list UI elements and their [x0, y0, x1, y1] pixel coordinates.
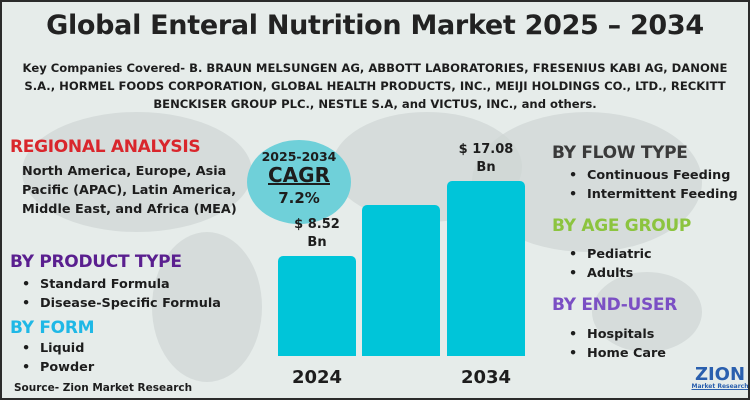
list-item: Continuous Feeding: [567, 166, 738, 185]
product-type-list: Standard Formula Disease-Specific Formul…: [20, 275, 221, 313]
list-item: Hospitals: [567, 325, 666, 344]
list-item: Intermittent Feeding: [567, 185, 738, 204]
data-label: $ 8.52 Bn: [294, 217, 340, 250]
age-group-list: Pediatric Adults: [567, 245, 652, 283]
list-item: Disease-Specific Formula: [20, 294, 221, 313]
zion-logo: ZION Market Research: [690, 364, 749, 391]
cagr-value: 7.2%: [278, 189, 320, 207]
list-item: Home Care: [567, 344, 666, 363]
bar-mid: [362, 205, 440, 356]
regional-text: North America, Europe, Asia Pacific (APA…: [22, 164, 237, 217]
logo-main: ZION: [694, 364, 746, 385]
year-label: 2024: [291, 367, 343, 388]
list-item: Pediatric: [567, 245, 652, 264]
key-companies: Key Companies Covered- B. BRAUN MELSUNGE…: [22, 61, 728, 111]
flow-type-heading: BY FLOW TYPE: [552, 143, 688, 163]
flow-type-list: Continuous Feeding Intermittent Feeding: [567, 166, 738, 204]
page-title: Global Enteral Nutrition Market 2025 – 2…: [46, 10, 704, 41]
list-item: Liquid: [20, 339, 94, 358]
year-label: 2034: [460, 367, 512, 388]
list-item: Powder: [20, 358, 94, 377]
list-item: Standard Formula: [20, 275, 221, 294]
map-north-america: [22, 112, 252, 232]
cagr-period: 2025-2034: [261, 149, 337, 164]
end-user-heading: BY END-USER: [552, 295, 678, 315]
cagr-label: CAGR: [268, 163, 330, 187]
bar-2034: [447, 181, 525, 356]
product-type-heading: BY PRODUCT TYPE: [10, 252, 182, 272]
end-user-list: Hospitals Home Care: [567, 325, 666, 363]
regional-heading: REGIONAL ANALYSIS: [10, 137, 201, 157]
form-heading: BY FORM: [10, 318, 95, 338]
cagr-badge: 2025-2034 CAGR 7.2%: [247, 140, 351, 224]
list-item: Adults: [567, 264, 652, 283]
source-note: Source- Zion Market Research: [14, 382, 193, 394]
bar-2024: [278, 256, 356, 356]
logo-sub: Market Research: [691, 383, 749, 390]
data-label: $ 17.08 Bn: [458, 142, 514, 175]
age-group-heading: BY AGE GROUP: [552, 216, 692, 236]
form-list: Liquid Powder: [20, 339, 94, 377]
